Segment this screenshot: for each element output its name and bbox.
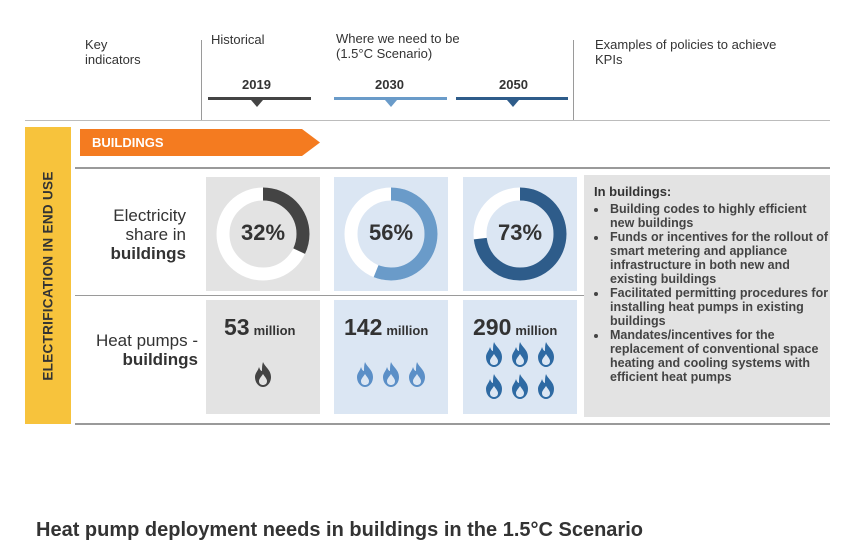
donut-chart-2019 <box>216 187 310 281</box>
electricity-share-panel-2019: 32% <box>206 177 320 291</box>
scenario-header-line1: Where we need to be <box>336 31 460 46</box>
electricity-share-panel-2050: 73% <box>463 177 577 291</box>
electricity-label-bold: buildings <box>110 244 186 263</box>
flame-icon <box>536 342 556 372</box>
year-2030-marker <box>385 100 397 107</box>
policy-item: Funds or incentives for the rollout of s… <box>608 230 830 286</box>
donut-chart-2030 <box>344 187 438 281</box>
electricity-share-panel-2030: 56% <box>334 177 448 291</box>
heat-pump-unit: million <box>253 323 296 338</box>
header-bottom-rule <box>25 120 830 121</box>
heat-pump-number: 53 <box>224 314 250 340</box>
year-2019-bar <box>208 97 311 100</box>
share-percent-2030: 56% <box>368 220 414 245</box>
heat-pumps-label-bold: buildings <box>122 350 198 369</box>
electrification-side-label: ELECTRIFICATION IN END USE <box>25 127 71 424</box>
policy-item: Facilitated permitting procedures for in… <box>608 286 830 328</box>
heat-pump-unit: million <box>386 323 429 338</box>
share-percent-2019: 32% <box>240 220 286 245</box>
heat-pump-panel-2019: 53 million <box>206 300 320 414</box>
year-2019-marker <box>251 100 263 107</box>
flame-icon <box>510 342 530 372</box>
historical-header: Historical <box>211 32 265 47</box>
donut-arc-2019 <box>216 187 310 281</box>
electricity-share-label: Electricity share in buildings <box>80 206 186 263</box>
heat-pump-panel-2030: 142 million <box>334 300 448 414</box>
heat-pump-number: 142 <box>344 314 383 340</box>
policy-heading: In buildings: <box>594 184 672 199</box>
header-divider-left <box>201 40 202 120</box>
flame-icon <box>484 342 504 372</box>
heat-pump-value-2030: 142 million <box>344 314 428 341</box>
heat-pumps-label: Heat pumps - buildings <box>80 331 198 369</box>
row-divider <box>75 295 585 296</box>
policy-examples-box: In buildings: Building codes to highly e… <box>584 175 830 417</box>
share-percent-2050: 73% <box>497 220 543 245</box>
key-indicators-line2: indicators <box>85 52 141 67</box>
donut-arc-2050 <box>473 187 567 281</box>
year-2030-bar <box>334 97 447 100</box>
buildings-tag-text: BUILDINGS <box>92 135 164 150</box>
year-2050-bar <box>456 97 568 100</box>
heat-pump-number: 290 <box>473 314 512 340</box>
flame-icon <box>510 374 530 404</box>
flame-icon <box>253 362 273 392</box>
electricity-label-line2: share in <box>125 225 186 244</box>
flame-icon <box>536 374 556 404</box>
examples-header-line2: KPIs <box>595 52 623 67</box>
heat-pumps-label-line1: Heat pumps - <box>95 331 198 350</box>
section-top-rule <box>75 167 830 169</box>
heat-pump-value-2050: 290 million <box>473 314 557 341</box>
policy-item: Building codes to highly efficient new b… <box>608 202 830 230</box>
donut-arc-2030 <box>344 187 438 281</box>
year-2019-label: 2019 <box>242 77 271 92</box>
header-divider-right <box>573 40 574 120</box>
donut-chart-2050 <box>473 187 567 281</box>
flame-icon <box>407 362 427 392</box>
heat-pump-value-2019: 53 million <box>224 314 295 341</box>
flame-icon <box>355 362 375 392</box>
footer-title: Heat pump deployment needs in buildings … <box>36 519 643 541</box>
electricity-label-line1: Electricity <box>113 206 186 225</box>
year-2030-label: 2030 <box>375 77 404 92</box>
heat-pump-unit: million <box>515 323 558 338</box>
section-bottom-rule <box>75 423 830 425</box>
key-indicators-header: Key indicators <box>85 37 141 67</box>
scenario-header: Where we need to be (1.5°C Scenario) <box>336 31 460 61</box>
examples-header: Examples of policies to achieve KPIs <box>595 37 776 67</box>
year-2050-label: 2050 <box>499 77 528 92</box>
flame-icon <box>381 362 401 392</box>
examples-header-line1: Examples of policies to achieve <box>595 37 777 52</box>
year-2050-marker <box>507 100 519 107</box>
heat-pump-panel-2050: 290 million <box>463 300 577 414</box>
key-indicators-line1: Key <box>85 37 108 52</box>
scenario-header-line2: (1.5°C Scenario) <box>336 46 433 61</box>
flame-icon <box>484 374 504 404</box>
policy-item: Mandates/incentives for the replacement … <box>608 328 830 384</box>
buildings-section-tag: BUILDINGS <box>80 129 320 156</box>
side-label-text: ELECTRIFICATION IN END USE <box>40 170 56 381</box>
